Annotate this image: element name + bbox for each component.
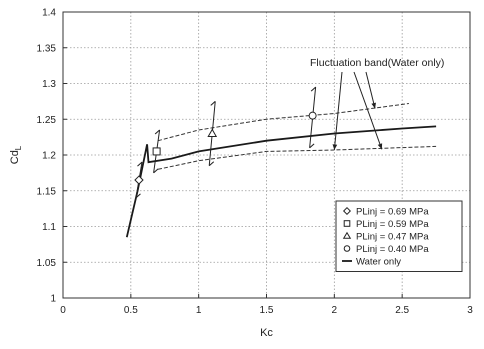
- legend-label: PLinj = 0.69 MPa: [356, 207, 429, 218]
- x-tick-label: 0: [60, 305, 66, 316]
- annotation-layer: Fluctuation band(Water only): [310, 57, 444, 151]
- x-axis-title: Kc: [260, 327, 273, 339]
- y-tick-label: 1.25: [37, 115, 57, 126]
- legend-entry: PLinj = 0.40 MPa: [343, 244, 429, 255]
- error-bar-head-bottom: [208, 161, 215, 167]
- x-tick-label: 1.5: [260, 305, 274, 316]
- annotation-arrow: [332, 71, 343, 151]
- error-bar-head-bottom: [309, 143, 315, 149]
- annotation-arrow-shaft: [365, 71, 376, 109]
- annotation-arrow-head: [371, 102, 376, 109]
- annotation-arrow-head: [377, 143, 383, 150]
- data-point-triangle: [207, 128, 218, 138]
- error-bar-head-top: [154, 129, 160, 135]
- annotation-arrow-shaft: [353, 71, 383, 150]
- legend-label: Water only: [356, 257, 401, 268]
- legend-swatch-diamond: [342, 206, 352, 216]
- marker-layer: [134, 111, 317, 185]
- band-upper-line: [157, 103, 409, 142]
- x-tick-label: 1: [196, 305, 202, 316]
- data-point-circle: [308, 111, 317, 120]
- annotation-arrow: [365, 71, 376, 109]
- y-tick-label: 1.05: [37, 258, 57, 269]
- data-point-square: [152, 147, 161, 156]
- y-axis-title: CdL: [9, 145, 23, 164]
- water-only-layer: [125, 125, 437, 238]
- error-bar-head-top: [310, 86, 316, 92]
- fluctuation-band: [157, 103, 437, 170]
- y-tick-label: 1.1: [42, 222, 56, 233]
- grid-layer: [63, 12, 470, 298]
- axes-layer: 0 0.5 1 1.5 2 2.5 3 1 1.05 1.1 1.15 1.2 1.25 1.3 1.35 1…: [9, 8, 473, 340]
- annotation-arrow: [353, 71, 383, 150]
- band-lower-line: [157, 145, 437, 170]
- legend-entry: Water only: [342, 257, 401, 268]
- legend-entry: PLinj = 0.59 MPa: [343, 219, 429, 230]
- annotation-arrow-head: [332, 144, 338, 150]
- x-tick-label: 2.5: [395, 305, 409, 316]
- y-axis-title-main: Cd: [9, 150, 21, 164]
- y-tick-label: 1: [50, 294, 56, 305]
- legend-entry: PLinj = 0.69 MPa: [342, 206, 429, 218]
- error-bar-head-top: [210, 101, 216, 106]
- water-only-line: [125, 125, 437, 238]
- legend-label: PLinj = 0.40 MPa: [356, 244, 429, 255]
- legend-label: PLinj = 0.47 MPa: [356, 232, 429, 243]
- data-point-diamond: [134, 175, 144, 185]
- y-tick-label: 1.4: [42, 8, 56, 19]
- x-tick-label: 0.5: [124, 305, 138, 316]
- x-tick-label: 2: [332, 305, 338, 316]
- legend-entry: PLinj = 0.47 MPa: [342, 231, 429, 243]
- error-bar-head-bottom: [153, 168, 159, 174]
- legend-swatch-triangle: [342, 231, 352, 239]
- legend-swatch-square: [343, 220, 351, 227]
- legend-label: PLinj = 0.59 MPa: [356, 219, 429, 230]
- legend-box: [335, 200, 463, 272]
- error-bar-head-top: [137, 161, 143, 167]
- legend-swatch-circle: [343, 245, 351, 252]
- annotation-arrow-shaft: [333, 71, 343, 151]
- y-tick-label: 1.15: [37, 186, 57, 197]
- y-tick-label: 1.2: [42, 151, 56, 162]
- y-tick-label: 1.35: [37, 43, 57, 54]
- error-bar-head-bottom: [135, 193, 141, 199]
- error-bar-layer: [135, 86, 317, 199]
- y-tick-label: 1.3: [42, 79, 56, 90]
- x-tick-label: 3: [467, 305, 473, 316]
- y-axis-title-subscript: L: [14, 145, 23, 150]
- band-annotation-label: Fluctuation band(Water only): [310, 57, 444, 69]
